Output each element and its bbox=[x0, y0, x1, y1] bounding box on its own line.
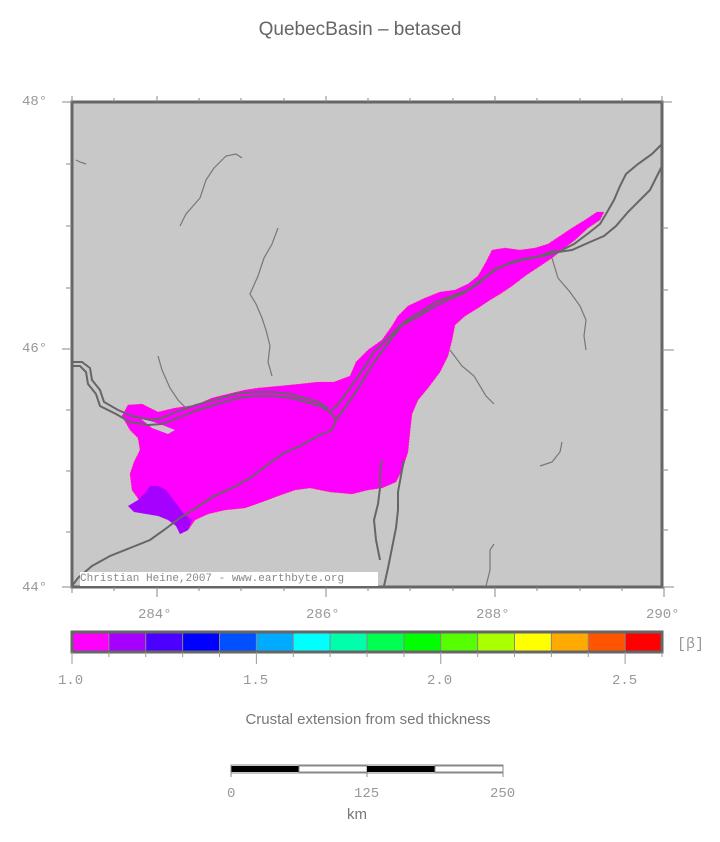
lon-label-286: 286° bbox=[306, 607, 340, 623]
colorbar-cell bbox=[220, 633, 256, 651]
colorbar-title: Crustal extension from sed thickness bbox=[245, 711, 491, 728]
scale-label-0: 0 bbox=[227, 786, 236, 802]
lat-label-46: 46° bbox=[22, 341, 48, 357]
colorbar-cell bbox=[146, 633, 183, 651]
lon-label-290: 290° bbox=[646, 607, 680, 623]
colorbar-cell bbox=[109, 633, 146, 651]
colorbar-cell bbox=[330, 633, 367, 651]
credit-label: Christian Heine,2007 - www.earthbyte.org bbox=[80, 572, 378, 586]
basin-region bbox=[121, 211, 605, 535]
colorbar-tick-1-0: 1.0 bbox=[58, 673, 84, 689]
colorbar-cell bbox=[256, 633, 293, 651]
axis-ticks bbox=[62, 96, 674, 597]
colorbar bbox=[70, 630, 664, 664]
colorbar-cell bbox=[625, 633, 662, 651]
map-title: QuebecBasin – betased bbox=[258, 19, 462, 40]
scale-label-250: 250 bbox=[490, 786, 516, 802]
colorbar-tick-2-5: 2.5 bbox=[612, 673, 638, 689]
colorbar-cell bbox=[183, 633, 219, 651]
lon-label-284: 284° bbox=[138, 607, 172, 623]
colorbar-cell bbox=[515, 633, 551, 651]
colorbar-unit: [β] bbox=[677, 636, 705, 653]
colorbar-cell bbox=[293, 633, 330, 651]
coastlines bbox=[71, 143, 663, 587]
colorbar-cell bbox=[404, 633, 441, 651]
colorbar-cell bbox=[367, 633, 404, 651]
colorbar-cell bbox=[478, 633, 514, 651]
scale-label-125: 125 bbox=[354, 786, 380, 802]
colorbar-cell bbox=[72, 633, 109, 651]
lat-label-44: 44° bbox=[22, 580, 48, 596]
scale-bar bbox=[230, 764, 504, 777]
colorbar-tick-2-0: 2.0 bbox=[427, 673, 453, 689]
colorbar-cell bbox=[551, 633, 588, 651]
map-frame bbox=[70, 100, 664, 589]
lake-cutout bbox=[140, 418, 175, 434]
lon-label-288: 288° bbox=[476, 607, 510, 623]
colorbar-cell bbox=[441, 633, 478, 651]
lat-label-48: 48° bbox=[22, 94, 48, 110]
colorbar-cell bbox=[588, 633, 625, 651]
scale-unit: km bbox=[347, 806, 367, 823]
rivers bbox=[75, 153, 587, 587]
colorbar-tick-1-5: 1.5 bbox=[243, 673, 269, 689]
